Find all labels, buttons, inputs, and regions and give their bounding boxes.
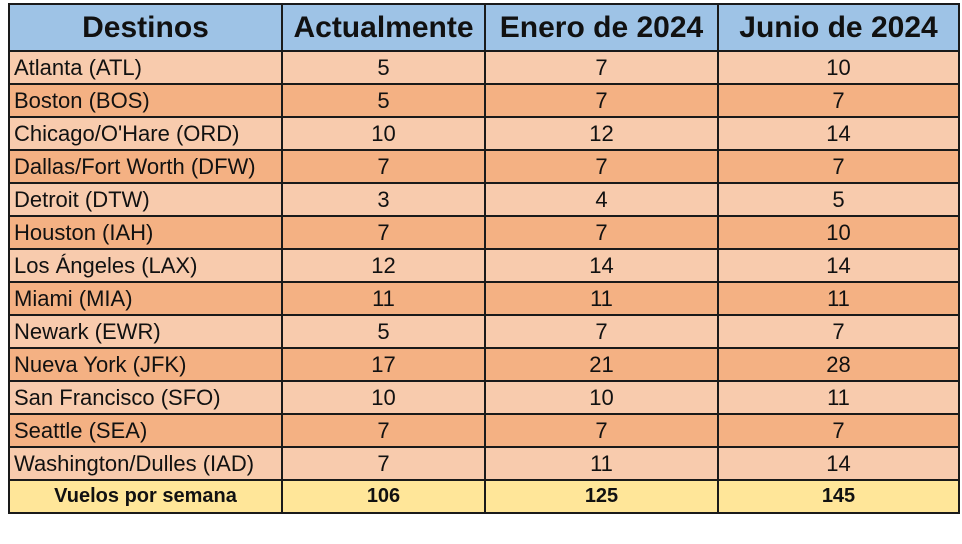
cell-junio-2024: 14 (717, 446, 960, 481)
header-actualmente: Actualmente (281, 3, 486, 52)
cell-actualmente: 5 (281, 50, 486, 85)
total-actualmente: 106 (281, 479, 486, 514)
cell-junio-2024: 7 (717, 83, 960, 118)
table-row: Detroit (DTW) 3 4 5 (8, 182, 960, 217)
cell-destino: Houston (IAH) (8, 215, 283, 250)
cell-actualmente: 10 (281, 380, 486, 415)
table-row: Atlanta (ATL) 5 7 10 (8, 50, 960, 85)
cell-junio-2024: 10 (717, 50, 960, 85)
cell-destino: Dallas/Fort Worth (DFW) (8, 149, 283, 184)
cell-enero-2024: 7 (484, 50, 719, 85)
cell-actualmente: 7 (281, 149, 486, 184)
cell-junio-2024: 7 (717, 413, 960, 448)
header-destinos: Destinos (8, 3, 283, 52)
cell-actualmente: 10 (281, 116, 486, 151)
cell-actualmente: 7 (281, 413, 486, 448)
cell-junio-2024: 7 (717, 314, 960, 349)
table-row: Washington/Dulles (IAD) 7 11 14 (8, 446, 960, 481)
table-row: Seattle (SEA) 7 7 7 (8, 413, 960, 448)
cell-destino: Seattle (SEA) (8, 413, 283, 448)
flights-table: Destinos Actualmente Enero de 2024 Junio… (8, 3, 960, 514)
cell-actualmente: 11 (281, 281, 486, 316)
cell-enero-2024: 11 (484, 281, 719, 316)
flights-table-container: Destinos Actualmente Enero de 2024 Junio… (8, 3, 960, 540)
cell-junio-2024: 28 (717, 347, 960, 382)
cell-destino: Washington/Dulles (IAD) (8, 446, 283, 481)
table-body: Atlanta (ATL) 5 7 10 Boston (BOS) 5 7 7 Chicago/… (8, 50, 960, 481)
cell-enero-2024: 10 (484, 380, 719, 415)
table-row: Chicago/O'Hare (ORD) 10 12 14 (8, 116, 960, 151)
cell-destino: Detroit (DTW) (8, 182, 283, 217)
cell-junio-2024: 11 (717, 380, 960, 415)
cell-destino: Nueva York (JFK) (8, 347, 283, 382)
cell-destino: Boston (BOS) (8, 83, 283, 118)
table-row: Miami (MIA) 11 11 11 (8, 281, 960, 316)
total-row: Vuelos por semana 106 125 145 (8, 479, 960, 514)
cell-enero-2024: 12 (484, 116, 719, 151)
cell-actualmente: 3 (281, 182, 486, 217)
cell-destino: San Francisco (SFO) (8, 380, 283, 415)
cell-destino: Chicago/O'Hare (ORD) (8, 116, 283, 151)
cell-enero-2024: 7 (484, 149, 719, 184)
cell-enero-2024: 7 (484, 215, 719, 250)
total-label: Vuelos por semana (8, 479, 283, 514)
table-row: Los Ángeles (LAX) 12 14 14 (8, 248, 960, 283)
cell-junio-2024: 11 (717, 281, 960, 316)
total-enero-2024: 125 (484, 479, 719, 514)
header-enero-2024: Enero de 2024 (484, 3, 719, 52)
table-row: Nueva York (JFK) 17 21 28 (8, 347, 960, 382)
cell-enero-2024: 21 (484, 347, 719, 382)
header-junio-2024: Junio de 2024 (717, 3, 960, 52)
cell-destino: Los Ángeles (LAX) (8, 248, 283, 283)
cell-destino: Atlanta (ATL) (8, 50, 283, 85)
cell-actualmente: 5 (281, 314, 486, 349)
table-row: Newark (EWR) 5 7 7 (8, 314, 960, 349)
table-row: Houston (IAH) 7 7 10 (8, 215, 960, 250)
table-row: San Francisco (SFO) 10 10 11 (8, 380, 960, 415)
cell-enero-2024: 4 (484, 182, 719, 217)
cell-junio-2024: 14 (717, 248, 960, 283)
cell-actualmente: 17 (281, 347, 486, 382)
cell-enero-2024: 7 (484, 83, 719, 118)
cell-junio-2024: 7 (717, 149, 960, 184)
cell-actualmente: 12 (281, 248, 486, 283)
cell-destino: Newark (EWR) (8, 314, 283, 349)
cell-junio-2024: 14 (717, 116, 960, 151)
table-row: Boston (BOS) 5 7 7 (8, 83, 960, 118)
cell-actualmente: 5 (281, 83, 486, 118)
cell-junio-2024: 5 (717, 182, 960, 217)
cell-enero-2024: 7 (484, 314, 719, 349)
cell-junio-2024: 10 (717, 215, 960, 250)
cell-actualmente: 7 (281, 446, 486, 481)
table-row: Dallas/Fort Worth (DFW) 7 7 7 (8, 149, 960, 184)
cell-enero-2024: 7 (484, 413, 719, 448)
cell-destino: Miami (MIA) (8, 281, 283, 316)
cell-enero-2024: 14 (484, 248, 719, 283)
total-junio-2024: 145 (717, 479, 960, 514)
header-row: Destinos Actualmente Enero de 2024 Junio… (8, 3, 960, 52)
cell-actualmente: 7 (281, 215, 486, 250)
cell-enero-2024: 11 (484, 446, 719, 481)
